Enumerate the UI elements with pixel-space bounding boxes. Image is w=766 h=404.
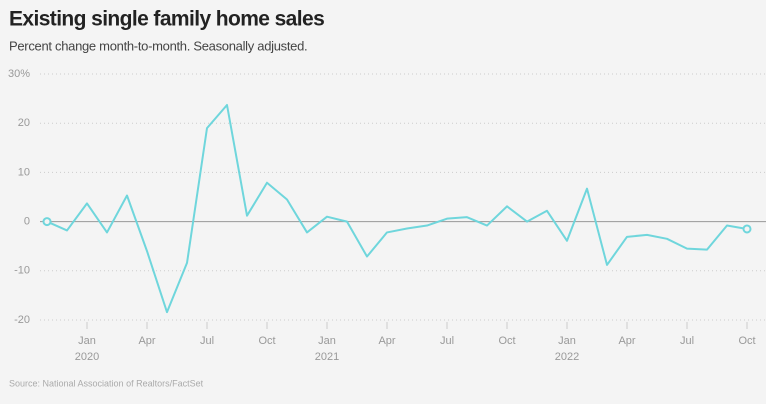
x-tick-label: Jul xyxy=(200,335,214,347)
x-tick-label: Jul xyxy=(440,335,454,347)
x-tick-label: Jan xyxy=(318,335,336,347)
y-tick-label: 10 xyxy=(18,166,30,178)
end-point xyxy=(42,217,52,227)
x-tick-label: Jan xyxy=(78,335,96,347)
x-tick-label: Oct xyxy=(498,335,515,347)
y-tick-label: 30% xyxy=(8,68,30,80)
x-tick-label: Apr xyxy=(618,335,635,347)
x-tick-label: Jan xyxy=(558,335,576,347)
x-year-label: 2020 xyxy=(75,351,99,363)
x-tick-label: Apr xyxy=(138,335,155,347)
line xyxy=(46,103,748,314)
y-tick-label: 0 xyxy=(24,216,30,228)
end-point xyxy=(742,224,752,234)
x-tick-label: Apr xyxy=(378,335,395,347)
chart-title: Existing single family home sales xyxy=(9,8,324,31)
x-tick-label: Jul xyxy=(680,335,694,347)
source: Source: National Association of Realtors… xyxy=(9,378,204,388)
x-tick-label: Oct xyxy=(738,335,755,347)
y-tick-label: -20 xyxy=(14,314,30,326)
x-tick-label: Oct xyxy=(258,335,275,347)
y-tick-label: 20 xyxy=(18,117,30,129)
chart-subtitle: Percent change month-to-month. Seasonall… xyxy=(9,38,307,53)
x-year-label: 2022 xyxy=(555,351,579,363)
y-tick-label: -10 xyxy=(14,265,30,277)
x-year-label: 2021 xyxy=(315,351,339,363)
